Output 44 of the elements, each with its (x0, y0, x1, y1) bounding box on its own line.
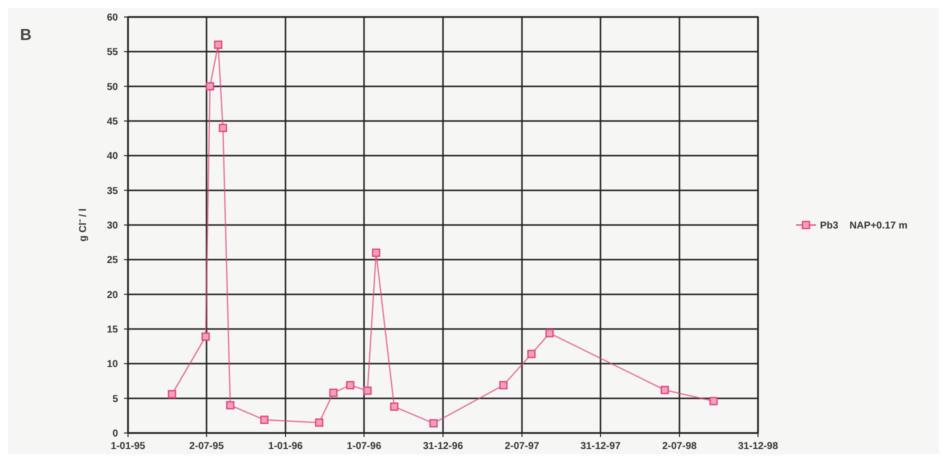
y-tick-label: 10 (106, 359, 118, 370)
x-tick-label: 1-07-96 (346, 441, 382, 452)
point (709, 396, 718, 406)
x-tick-label: 1-01-95 (110, 441, 146, 452)
point (346, 381, 354, 390)
point (363, 386, 372, 395)
point (168, 390, 176, 398)
y-axis-title: g Cl⁻ / l (78, 208, 89, 242)
point (660, 386, 669, 394)
y-tick-label: 15 (106, 324, 118, 336)
point (206, 82, 214, 90)
point (226, 401, 234, 410)
y-tick-label: 5 (112, 394, 118, 405)
x-tick-label: 31-12-96 (422, 441, 464, 452)
y-tick-label: 0 (112, 428, 118, 440)
y-tick-label: 30 (106, 220, 118, 232)
x-tick-label: 1-01-96 (268, 441, 304, 452)
y-tick-label: 20 (106, 290, 118, 301)
y-tick-label: 35 (106, 186, 118, 197)
x-tick-label: 2-07-98 (662, 441, 698, 452)
point (499, 381, 508, 390)
x-tick-label: 31-12-97 (580, 441, 621, 452)
point (329, 388, 338, 397)
y-tick-label: 25 (106, 255, 118, 266)
point (315, 418, 324, 427)
x-tick-label: 2-07-95 (189, 441, 224, 452)
text: B (20, 27, 32, 44)
x-tick-label: 2-07-97 (504, 441, 540, 452)
point (545, 329, 554, 338)
point (218, 124, 228, 132)
point (202, 332, 210, 341)
point (429, 419, 438, 428)
y-tick-label: 45 (106, 116, 118, 128)
y-tick-label: 60 (106, 12, 118, 24)
legend-label: Pb3 NAP+0.17 m (820, 220, 908, 232)
point (527, 350, 536, 358)
point (390, 402, 398, 411)
point (214, 40, 222, 49)
point (372, 248, 380, 257)
y-tick-label: 50 (106, 82, 118, 93)
x-tick-label: 31-12-98 (738, 441, 778, 452)
y-tick-label: 40 (106, 151, 118, 162)
y-tick-label: 55 (106, 47, 118, 58)
point (260, 416, 269, 424)
